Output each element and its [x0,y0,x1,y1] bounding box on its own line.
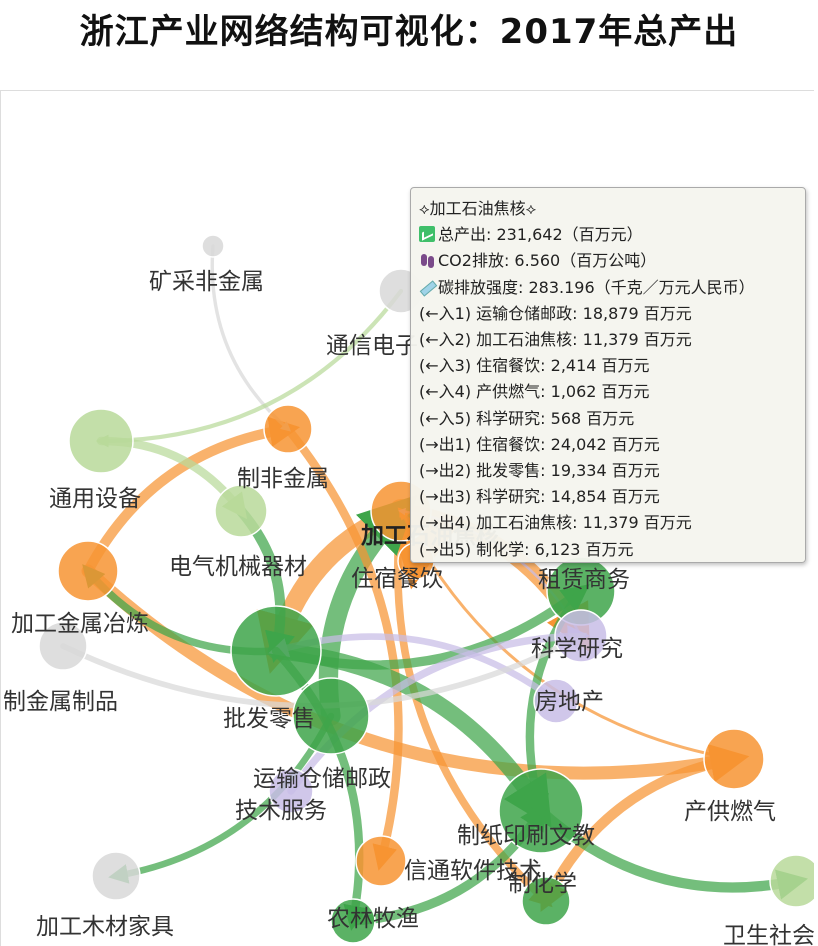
node-agri[interactable] [330,898,376,944]
tooltip-line-out4: (→出4) 加工石油焦核: 11,379 百万元 [419,513,692,533]
tooltip-line-co2: CO2排放: 6.560（百万公吨） [419,248,797,274]
node-science[interactable] [554,609,608,663]
node-label-chemical: 制化学 [508,871,577,897]
labels-layer: 矿采非金属通信电子通用设备制非金属加工石油焦核电气机械器材住宿餐饮租赁商务加工金… [3,269,814,946]
node-label-electric: 电气机械器材 [169,554,307,580]
tooltip-line-out5: (→出5) 制化学: 6,123 百万元 [419,539,634,559]
node-label-nonmetal: 制非金属 [237,466,329,492]
node-label-software: 信通软件技术 [404,858,542,884]
node-label-gas: 产供燃气 [684,799,776,825]
node-paper[interactable] [498,768,584,854]
node-label-wood: 加工木材家具 [36,914,174,940]
chart-icon [419,226,435,243]
node-electric[interactable] [214,484,268,538]
node-smelt[interactable] [57,540,119,602]
link-mining-nonmetal[interactable] [210,244,292,432]
node-gas[interactable] [703,728,765,790]
tooltip-line-in1: (←入1) 运输仓储邮政: 18,879 百万元 [419,303,692,323]
node-label-telecom: 通信电子 [326,333,418,359]
link-telecom-general[interactable] [95,288,404,448]
node-label-realestate: 房地产 [535,689,604,715]
node-label-health: 卫生社会 [723,923,814,946]
tooltip-line-out1: (→出1) 住宿餐饮: 24,042 百万元 [419,434,660,454]
network-graph: 矿采非金属通信电子通用设备制非金属加工石油焦核电气机械器材住宿餐饮租赁商务加工金… [3,234,814,946]
tooltip-line-in3: (←入3) 住宿餐饮: 2,414 百万元 [419,356,650,376]
node-wholesale[interactable] [230,605,322,697]
node-label-transport: 运输仓储邮政 [253,766,391,792]
network-canvas[interactable]: 矿采非金属通信电子通用设备制非金属加工石油焦核电气机械器材住宿餐饮租赁商务加工金… [0,90,814,946]
link-nonmetal-software[interactable] [283,424,403,871]
tooltip-line-intensity: 碳排放强度: 283.196（千克／万元人民币） [419,275,797,301]
page-title: 浙江产业网络结构可视化：2017年总产出 [79,12,739,52]
node-health[interactable] [769,854,814,908]
node-realestate[interactable] [533,678,579,724]
node-general[interactable] [68,408,134,474]
node-label-general: 通用设备 [49,486,141,512]
node-transport[interactable] [292,677,370,755]
node-wood[interactable] [91,851,141,901]
tooltip-line-in2: (←入2) 加工石油焦核: 11,379 百万元 [419,330,692,350]
tooltip-header: ⟡加工石油焦核⟡ [419,199,537,218]
node-label-science: 科学研究 [531,636,623,662]
link-gas-chemical[interactable] [540,753,740,912]
node-label-mining: 矿采非金属 [149,269,264,295]
node-software[interactable] [355,835,407,887]
node-label-lodging: 住宿餐饮 [351,566,443,592]
nodes-layer [38,234,814,944]
node-label-smelt: 加工金属冶炼 [11,611,149,637]
footprints-icon [419,252,435,269]
node-mining[interactable] [201,234,225,258]
tooltip-line-out3: (→出3) 科学研究: 14,854 百万元 [419,487,660,507]
tooltip-line-in5: (←入5) 科学研究: 568 百万元 [419,408,635,428]
syringe-icon [419,279,435,295]
tooltip-line-out2: (→出2) 批发零售: 19,334 百万元 [419,461,660,481]
node-techservice[interactable] [268,768,314,814]
tooltip-line-in4: (←入4) 产供燃气: 1,062 百万元 [419,382,650,402]
link-techservice-science[interactable] [287,625,590,795]
node-label-leasing: 租赁商务 [538,567,630,593]
node-label-paper: 制纸印刷文教 [457,823,595,849]
node-label-techservice: 技术服务 [235,798,327,824]
tooltip-line-output: 总产出: 231,642（百万元） [419,222,797,248]
node-label-wholesale: 批发零售 [223,706,315,732]
link-smelt-nonmetal[interactable] [82,416,301,577]
node-tooltip: ⟡加工石油焦核⟡ 总产出: 231,642（百万元） CO2排放: 6.560（… [410,187,806,563]
node-nonmetal[interactable] [263,404,313,454]
node-label-agri: 农林牧渔 [327,906,419,932]
node-chemical[interactable] [521,876,571,926]
node-metalprod[interactable] [38,621,88,671]
node-label-metalprod: 制金属制品 [3,689,118,715]
